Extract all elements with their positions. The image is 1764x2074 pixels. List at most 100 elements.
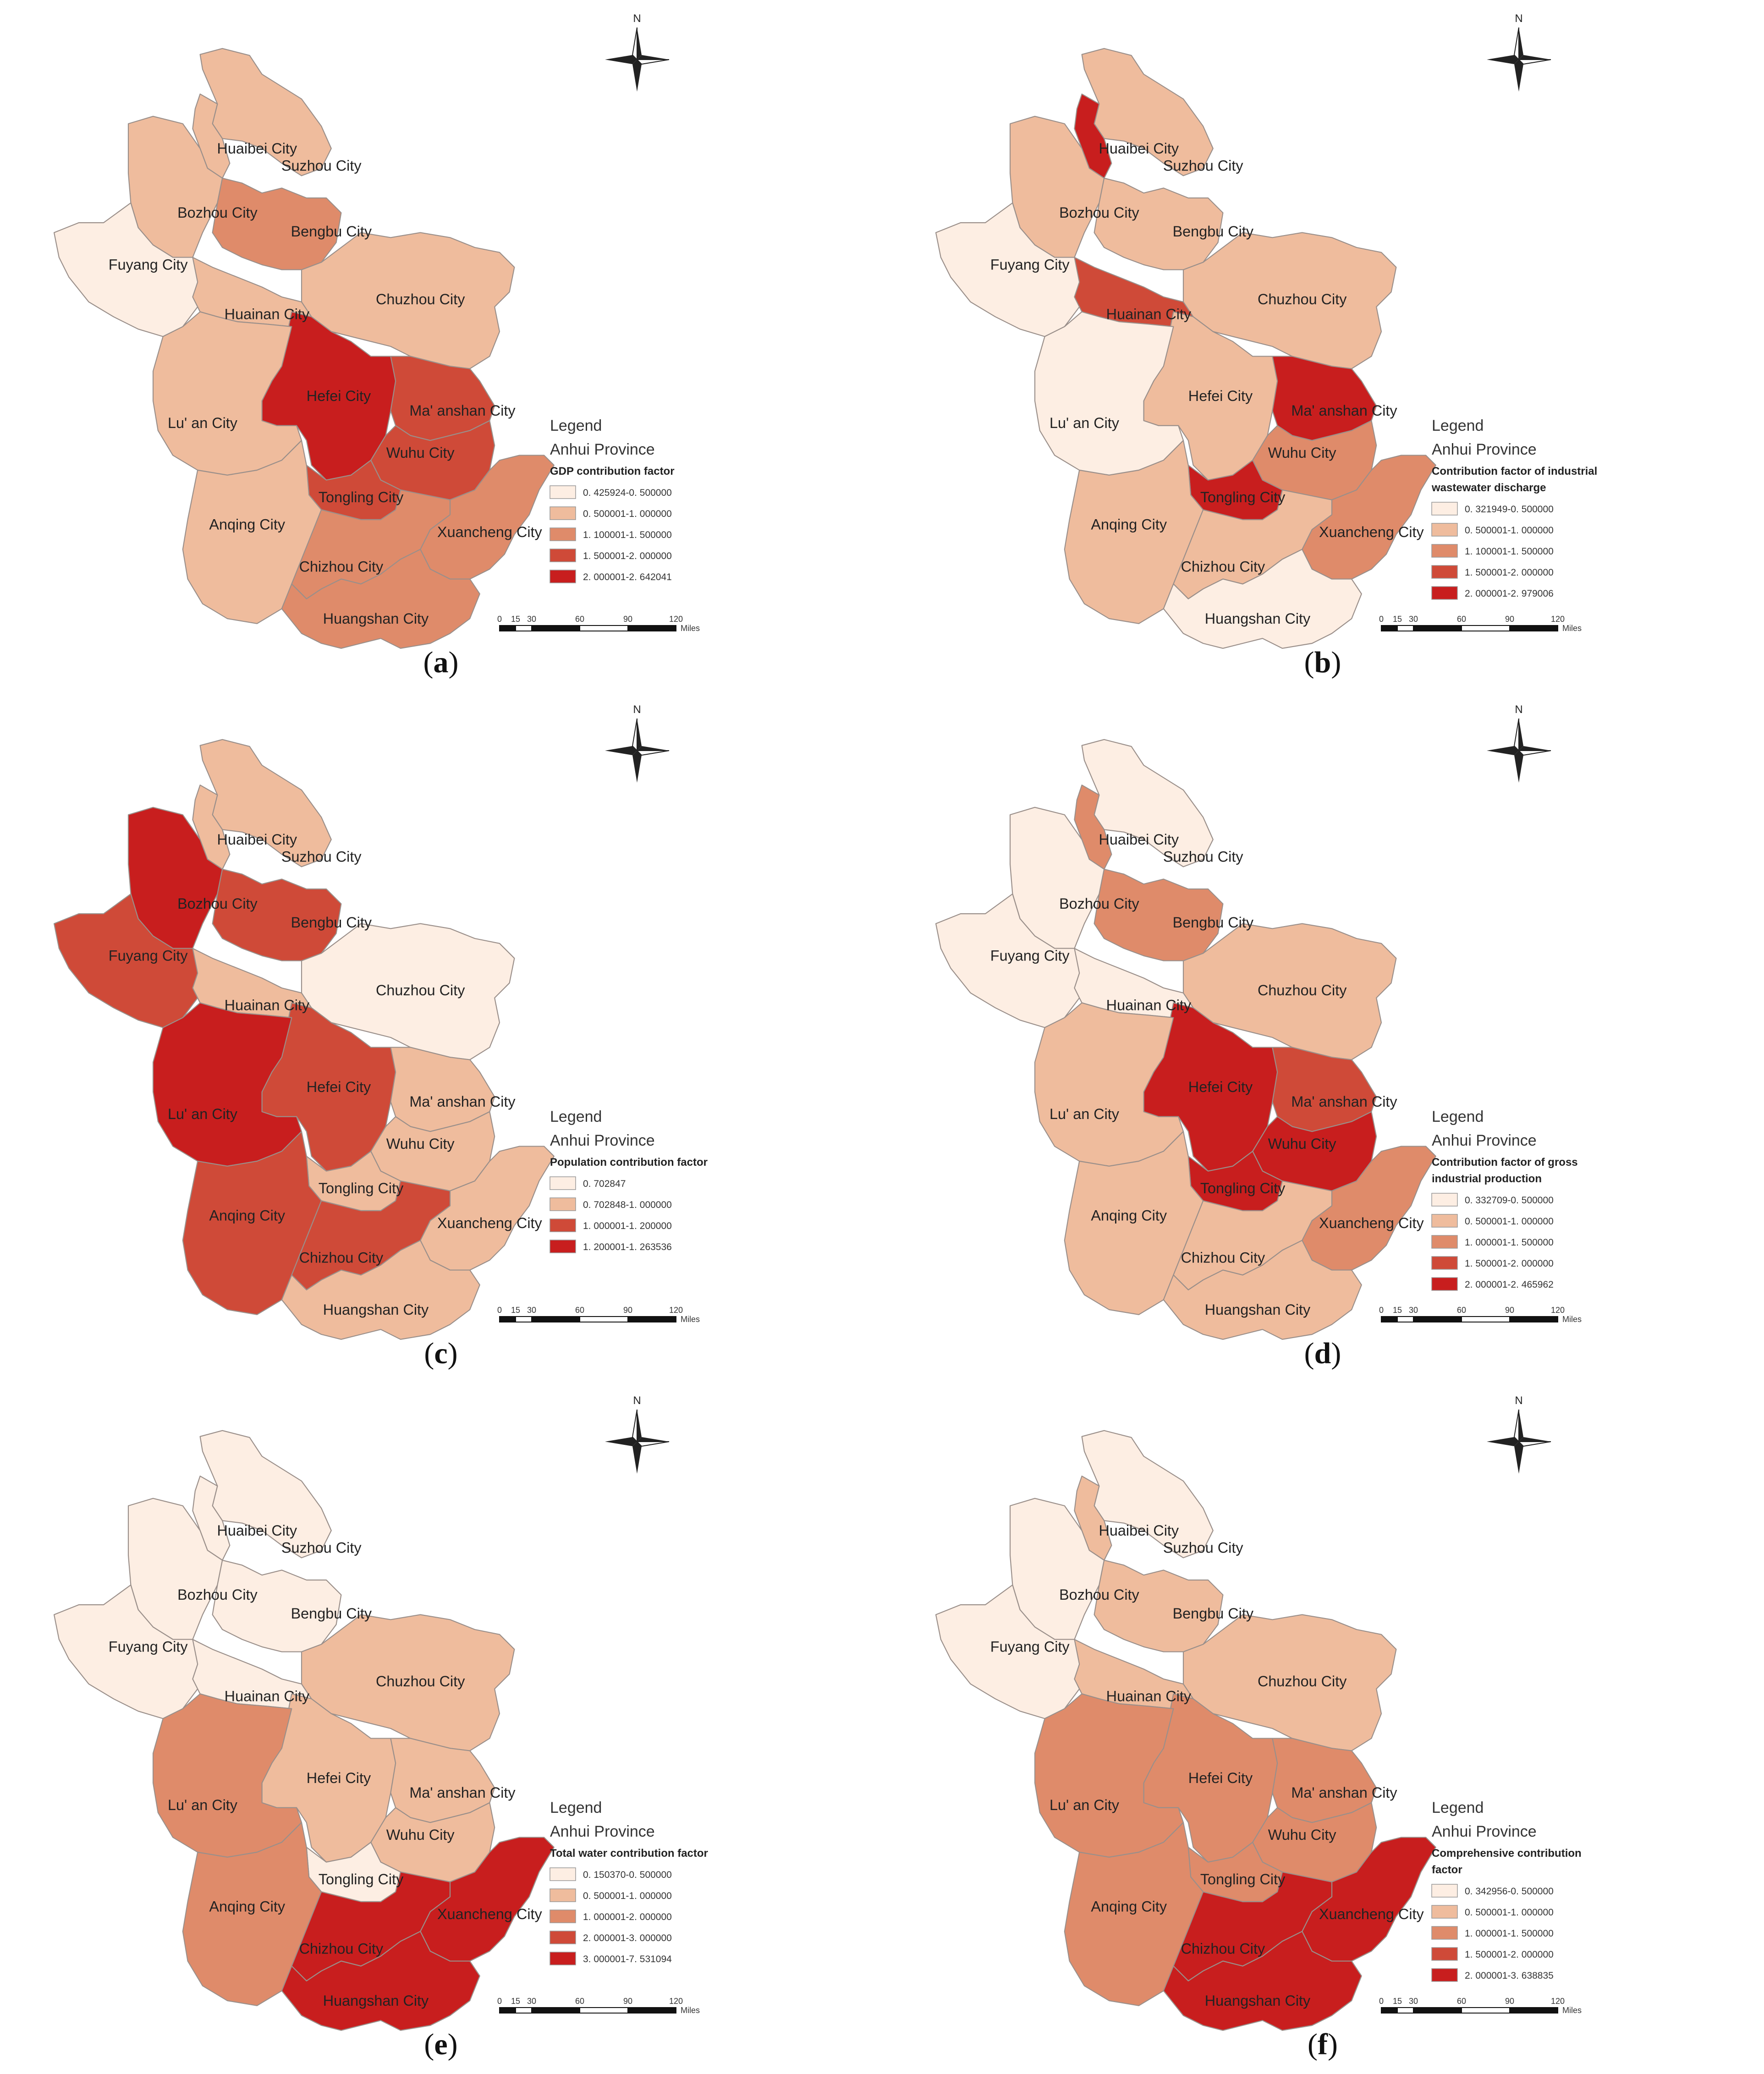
north-arrow-icon: N [605, 703, 670, 783]
label-huaibei: Huaibei City [1099, 1522, 1179, 1539]
legend-class-label: 1. 000001-2. 000000 [583, 1912, 672, 1922]
label-huaibei: Huaibei City [217, 1522, 297, 1539]
legend-factor-line: Contribution factor of gross [1432, 1156, 1578, 1169]
map-panel-c: Suzhou City Huaibei City Bozhou City Fuyang… [0, 691, 882, 1382]
scale-tick: 30 [527, 1997, 536, 2006]
legend-factor-line: Population contribution factor [550, 1156, 708, 1169]
scale-segment [1461, 1316, 1510, 1322]
panel-caption: (f) [1308, 2028, 1338, 2061]
scale-tick: 0 [497, 1997, 502, 2006]
scale-tick: 30 [527, 1306, 536, 1315]
region-huangshan [1163, 1931, 1362, 2031]
legend-class-label: 0. 702848-1. 000000 [583, 1200, 672, 1210]
scale-tick: 0 [497, 615, 502, 624]
legend-title: Legend [1432, 1108, 1484, 1125]
label-huaibei: Huaibei City [217, 831, 297, 848]
label-hefei: Hefei City [1188, 1770, 1253, 1786]
label-huangshan: Huangshan City [1205, 1301, 1311, 1318]
scale-tick: 60 [575, 1306, 584, 1315]
label-hefei: Hefei City [307, 388, 371, 404]
label-maanshan: Ma' anshan City [1291, 1784, 1397, 1801]
north-label: N [633, 703, 641, 716]
label-tongling: Tongling City [1200, 1871, 1286, 1887]
region-luan [1034, 311, 1184, 476]
legend-class-label: 0. 321949-0. 500000 [1465, 504, 1554, 515]
north-arrow-icon: N [605, 1394, 670, 1474]
legend-title: Legend [550, 1799, 602, 1816]
legend-swatch [550, 1909, 576, 1923]
legend-class-label: 1. 500001-2. 000000 [1465, 1949, 1554, 1960]
scale-unit: Miles [1562, 624, 1582, 633]
legend-class-label: 0. 702847 [583, 1179, 626, 1189]
legend-class-label: 0. 150370-0. 500000 [583, 1870, 672, 1880]
label-huainan: Huainan City [1106, 306, 1192, 323]
scale-tick: 0 [1379, 1997, 1384, 2006]
label-huangshan: Huangshan City [1205, 1992, 1311, 2009]
legend-class-label: 2. 000001-2. 465962 [1465, 1279, 1554, 1290]
label-maanshan: Ma' anshan City [409, 1784, 516, 1801]
panel-caption: (b) [1304, 646, 1341, 679]
label-bozhou: Bozhou City [177, 1586, 258, 1603]
legend-region: Anhui Province [550, 1823, 655, 1840]
label-maanshan: Ma' anshan City [1291, 1093, 1397, 1110]
label-luan: Lu' an City [168, 415, 238, 431]
legend-region: Anhui Province [1432, 1132, 1537, 1149]
label-bengbu: Bengbu City [291, 223, 372, 240]
legend-class-label: 0. 332709-0. 500000 [1465, 1195, 1554, 1206]
legend-swatch [1431, 1968, 1458, 1982]
legend-region: Anhui Province [550, 441, 655, 458]
legend-class-label: 1. 100001-1. 500000 [583, 530, 672, 540]
label-huainan: Huainan City [225, 997, 310, 1014]
map-panel-a: Suzhou City Huaibei City Bozhou City Fuyang… [0, 0, 882, 691]
label-chuzhou: Chuzhou City [376, 982, 465, 999]
label-fuyang: Fuyang City [109, 948, 188, 964]
label-huangshan: Huangshan City [323, 1992, 429, 2009]
label-tongling: Tongling City [1200, 489, 1286, 505]
scale-segment [1381, 625, 1398, 631]
scale-tick: 120 [1551, 615, 1565, 624]
label-hefei: Hefei City [307, 1770, 371, 1786]
scale-segment [531, 625, 580, 631]
legend-swatch [550, 506, 576, 520]
label-chizhou: Chizhou City [1181, 1940, 1265, 1957]
legend-class-label: 2. 000001-2. 642041 [583, 572, 672, 582]
legend-class-label: 2. 000001-3. 000000 [583, 1933, 672, 1943]
legend-factor-line: wastewater discharge [1431, 482, 1546, 494]
legend-region: Anhui Province [1432, 441, 1537, 458]
label-maanshan: Ma' anshan City [409, 1093, 516, 1110]
legend-factor-line: Comprehensive contribution [1432, 1847, 1582, 1860]
scale-tick: 120 [669, 1306, 683, 1315]
label-xuancheng: Xuancheng City [1319, 524, 1424, 540]
legend-swatch [550, 1952, 576, 1965]
legend-class-label: 0. 500001-1. 000000 [1465, 1907, 1554, 1918]
legend-class-label: 0. 500001-1. 000000 [1465, 1216, 1554, 1227]
legend-class-label: 0. 342956-0. 500000 [1465, 1886, 1554, 1897]
scale-segment [499, 1316, 516, 1322]
label-xuancheng: Xuancheng City [1319, 1906, 1424, 1922]
scale-segment [499, 625, 516, 631]
label-suzhou: Suzhou City [1163, 849, 1243, 865]
label-suzhou: Suzhou City [1163, 158, 1243, 174]
legend-class-label: 1. 500001-2. 000000 [1465, 1258, 1554, 1269]
legend-swatch [550, 1176, 576, 1190]
scale-tick: 0 [1379, 1306, 1384, 1315]
legend-factor-line: factor [1432, 1864, 1462, 1876]
scale-segment [1381, 1316, 1398, 1322]
legend-factor-line: Contribution factor of industrial [1432, 465, 1597, 477]
map-panel-d: Suzhou City Huaibei City Bozhou City Fuyang… [882, 691, 1764, 1382]
label-suzhou: Suzhou City [281, 849, 362, 865]
legend-swatch [550, 485, 576, 499]
label-huaibei: Huaibei City [1099, 831, 1179, 848]
legend-class-label: 2. 000001-2. 979006 [1465, 588, 1554, 599]
north-label: N [633, 1394, 641, 1407]
scale-tick: 90 [1505, 615, 1514, 624]
scale-segment [1461, 625, 1510, 631]
legend-swatch [1431, 1947, 1458, 1961]
label-fuyang: Fuyang City [990, 257, 1070, 273]
panel-caption: (d) [1304, 1337, 1341, 1370]
legend-swatch [1431, 1256, 1458, 1270]
